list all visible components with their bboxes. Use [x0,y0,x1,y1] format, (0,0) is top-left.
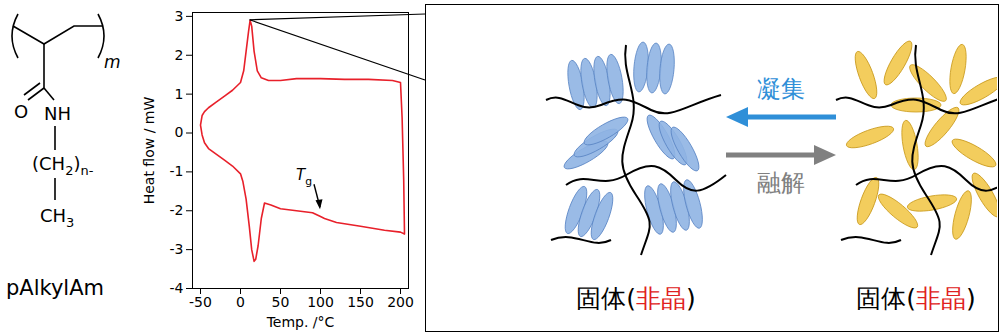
svg-text:-4: -4 [170,280,184,296]
svg-text:固体(非晶): 固体(非晶) [856,284,976,313]
svg-text:-1: -1 [170,163,184,179]
svg-text:Heat flow / mW: Heat flow / mW [141,97,157,205]
svg-text:0: 0 [236,294,245,310]
svg-text:-50: -50 [189,294,212,310]
svg-text:0: 0 [175,124,184,140]
svg-text:CH3: CH3 [40,205,74,230]
svg-text:3: 3 [175,8,184,24]
svg-text:200: 200 [387,294,414,310]
svg-text:NH: NH [44,103,71,124]
svg-text:50: 50 [272,294,290,310]
svg-text:150: 150 [347,294,374,310]
svg-text:-2: -2 [170,202,184,218]
svg-text:100: 100 [307,294,334,310]
svg-text:(CH2)n-: (CH2)n- [32,153,94,178]
svg-text:1: 1 [175,86,184,102]
svg-text:Temp. /°C: Temp. /°C [266,314,335,330]
svg-text:固体(非晶): 固体(非晶) [576,284,696,313]
svg-text:pAlkylAm: pAlkylAm [6,276,104,300]
svg-text:m: m [104,52,121,72]
svg-text:凝集: 凝集 [757,75,805,103]
svg-text:-3: -3 [170,241,184,257]
svg-text:2: 2 [175,47,184,63]
svg-text:融解: 融解 [757,169,805,197]
svg-text:O: O [14,101,28,122]
svg-text:Tg: Tg [296,166,312,188]
